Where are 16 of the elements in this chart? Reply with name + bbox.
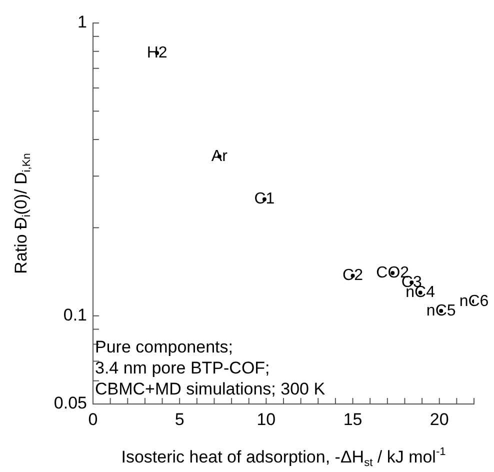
y-tick-label: 0.05 bbox=[54, 394, 87, 413]
annotation: 3.4 nm pore BTP-COF; bbox=[95, 358, 270, 378]
annotation: CBMC+MD simulations; 300 K bbox=[95, 380, 326, 399]
x-tick-label: 0 bbox=[88, 410, 98, 429]
x-tick-label: 20 bbox=[430, 410, 449, 429]
x-tick-label: 5 bbox=[174, 410, 184, 429]
series-label: nC5 bbox=[426, 302, 456, 320]
series-label: C2 bbox=[342, 267, 364, 284]
series-label: nC6 bbox=[459, 292, 489, 310]
annotation: Pure components; bbox=[95, 338, 233, 357]
series-label: C1 bbox=[254, 190, 275, 208]
y-axis-title: Ratio Đi(0)/ Di,Kn bbox=[12, 153, 34, 274]
y-tick-label: 0.1 bbox=[63, 306, 87, 325]
x-tick-label: 10 bbox=[256, 410, 276, 429]
y-tick-label: 1 bbox=[78, 12, 87, 32]
x-tick-label: 15 bbox=[343, 410, 362, 429]
